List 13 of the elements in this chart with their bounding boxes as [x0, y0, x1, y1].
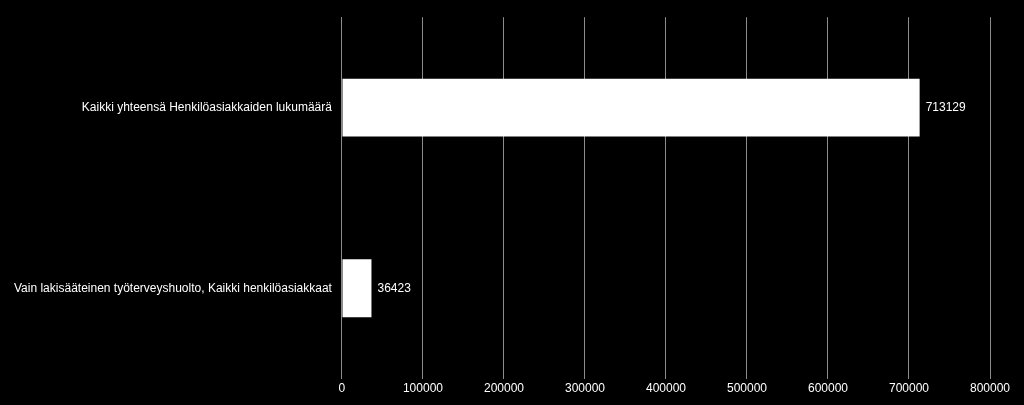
x-tick-label: 0: [338, 381, 346, 396]
y-tick-label: Kaikki yhteensä Henkilöasiakkaiden lukumäärä: [81, 99, 333, 114]
x-tick-label: 400000: [645, 381, 687, 396]
x-tick-label: 300000: [564, 381, 606, 396]
x-tick-label: 200000: [483, 381, 525, 396]
x-tick-label: 800000: [969, 381, 1011, 396]
x-tick-label: 500000: [726, 381, 768, 396]
data-label: 36423: [377, 280, 412, 295]
x-tick-label: 100000: [402, 381, 444, 396]
x-tick-label: 700000: [888, 381, 930, 396]
data-label: 713129: [925, 99, 966, 114]
x-tick-label: 600000: [807, 381, 849, 396]
y-tick-label: Vain lakisääteinen työterveyshuolto, Kaikki henkilöasiakkaat: [13, 280, 333, 295]
